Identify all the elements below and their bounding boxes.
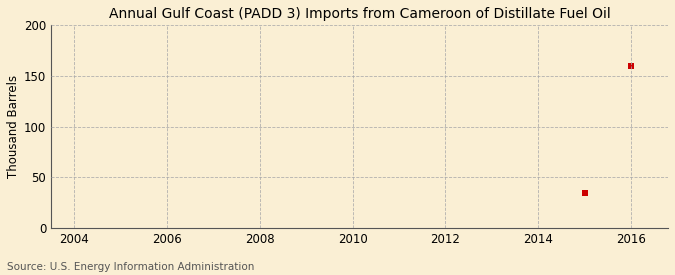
Y-axis label: Thousand Barrels: Thousand Barrels	[7, 75, 20, 178]
Text: Source: U.S. Energy Information Administration: Source: U.S. Energy Information Administ…	[7, 262, 254, 272]
Title: Annual Gulf Coast (PADD 3) Imports from Cameroon of Distillate Fuel Oil: Annual Gulf Coast (PADD 3) Imports from …	[109, 7, 610, 21]
